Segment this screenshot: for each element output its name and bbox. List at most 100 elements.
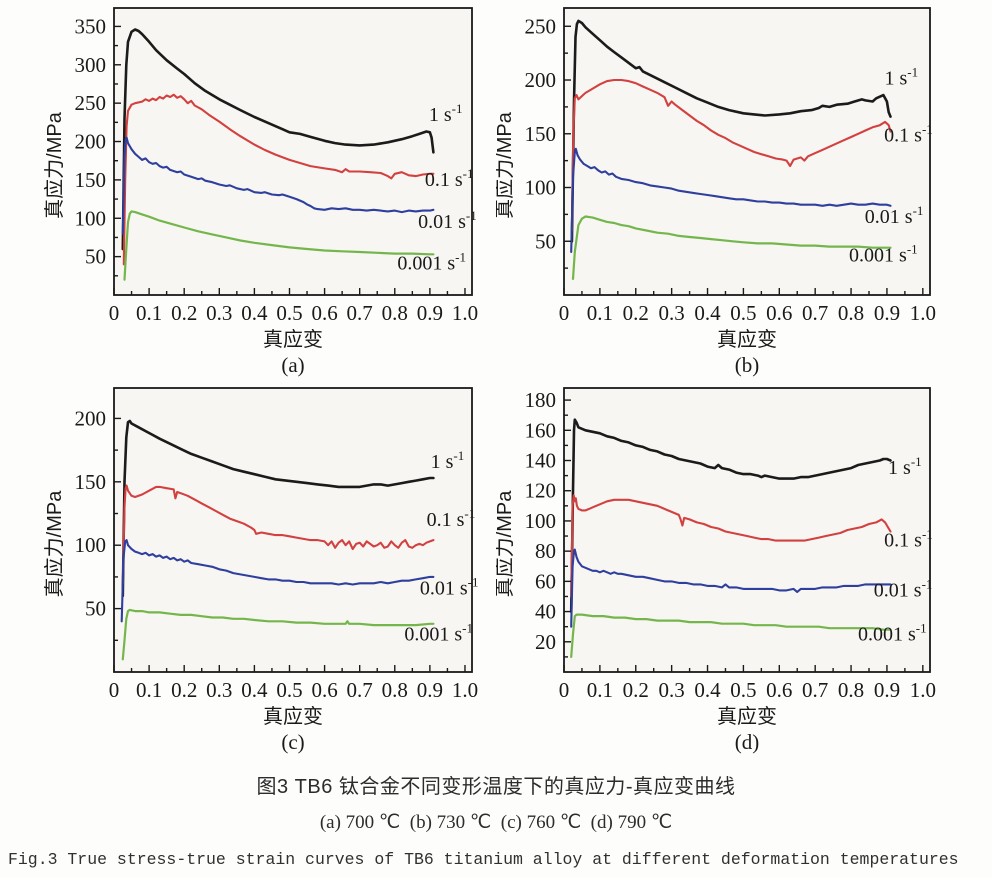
series-label-sup: -1 — [463, 166, 474, 181]
series-line-0.1 s-1 — [121, 484, 435, 585]
series-line-0.01 s-1 — [570, 548, 892, 628]
series-line-0.01 s-1 — [570, 147, 892, 254]
chart-grid: 0 0.1 0.2 0.3 0.4 0.5 0.6 0.7 0.8 0.9 1.0 50 100 150 2… — [0, 0, 992, 758]
x-tick-label: 1.0 — [452, 678, 478, 702]
x-tick-label: 0.1 — [136, 678, 162, 702]
y-tick-label: 250 — [75, 91, 107, 115]
series-label-sup: -1 — [911, 454, 922, 469]
series-label-sup: -1 — [452, 101, 463, 116]
x-tick-label: 0.8 — [382, 301, 408, 325]
y-tick-label: 100 — [75, 533, 107, 557]
y-tick-label: 250 — [525, 14, 557, 38]
y-axis-label: 真应力/MPa — [496, 111, 516, 219]
series-line-0.01 s-1 — [121, 136, 435, 235]
series-line-0.1 s-1 — [570, 78, 892, 232]
y-tick-label: 160 — [525, 418, 557, 442]
series-label-sup: -1 — [464, 506, 475, 521]
x-tick-label: 0.1 — [587, 301, 613, 325]
series-label-0.001 s-1: 0.001 s-1 — [404, 620, 473, 645]
x-tick-label: 0.5 — [276, 678, 302, 702]
chart-canvas-d: 0 0.1 0.2 0.3 0.4 0.5 0.6 0.7 0.8 0.9 1.0 20 40 60 80 1… — [493, 387, 936, 754]
chart-canvas-c: 0 0.1 0.2 0.3 0.4 0.5 0.6 0.7 0.8 0.9 1.0 50 100 150 2… — [43, 387, 479, 754]
subplot-a: 0 0.1 0.2 0.3 0.4 0.5 0.6 0.7 0.8 0.9 1.0 50 100 150 2… — [0, 0, 496, 378]
series-group — [570, 19, 892, 280]
series-group — [121, 28, 435, 281]
x-tick-label: 0.2 — [623, 301, 649, 325]
series-label-sup: -1 — [453, 448, 464, 463]
x-tick-label: 1.0 — [452, 301, 478, 325]
x-tick-label: 0.3 — [206, 678, 232, 702]
caption-english: Fig.3 True stress-true strain curves of … — [8, 850, 959, 869]
x-tick-label: 0.9 — [417, 678, 443, 702]
x-tick-label: 0.4 — [694, 678, 721, 702]
y-tick-label: 140 — [525, 449, 557, 473]
x-axis-label: 真应变 — [717, 705, 777, 728]
y-tick-label: 150 — [75, 470, 107, 494]
y-tick-label: 50 — [85, 597, 106, 621]
series-line-0.1 s-1 — [122, 93, 435, 266]
x-tick-label: 0.7 — [802, 678, 828, 702]
x-tick-label: 0.5 — [276, 301, 302, 325]
y-tick-label: 60 — [535, 569, 556, 593]
x-tick-label: 0.1 — [587, 678, 613, 702]
series-label-0.001 s-1: 0.001 s-1 — [397, 250, 466, 275]
y-tick-label: 80 — [535, 539, 556, 563]
x-tick-label: 0 — [559, 678, 570, 702]
series-label-sup: -1 — [922, 576, 933, 591]
y-tick-label: 180 — [525, 388, 557, 412]
x-tick-label: 0.8 — [838, 301, 864, 325]
panel-label: (c) — [281, 730, 304, 754]
x-axis-label: 真应变 — [263, 328, 323, 351]
series-line-0.001 s-1 — [123, 210, 435, 281]
series-group — [569, 418, 892, 658]
y-axis-label: 真应力/MPa — [496, 490, 516, 598]
y-tick-label: 50 — [535, 229, 556, 253]
series-line-1 s-1 — [121, 28, 435, 251]
x-axis-label: 真应变 — [263, 705, 323, 728]
x-tick-label: 0.5 — [730, 678, 756, 702]
x-tick-label: 0.2 — [171, 678, 197, 702]
y-tick-label: 100 — [75, 206, 107, 230]
panel-label: (a) — [281, 353, 304, 377]
series-label-sup: -1 — [466, 208, 477, 223]
x-tick-label: 1.0 — [910, 678, 936, 702]
series-line-1 s-1 — [570, 19, 892, 243]
series-label-sup: -1 — [462, 620, 473, 635]
x-tick-label: 0.3 — [659, 678, 685, 702]
series-label-sup: -1 — [907, 64, 918, 79]
series-line-0.001 s-1 — [570, 613, 892, 658]
x-tick-label: 0.8 — [382, 678, 408, 702]
subplot-b: 0 0.1 0.2 0.3 0.4 0.5 0.6 0.7 0.8 0.9 1.0 50 100 150 2… — [493, 0, 992, 378]
x-tick-label: 0.3 — [659, 301, 685, 325]
series-label-sup: -1 — [916, 620, 927, 635]
x-tick-label: 0.8 — [838, 678, 864, 702]
y-axis-label: 真应力/MPa — [43, 111, 66, 219]
caption-panel-temperatures: (a) 700 ℃ (b) 730 ℃ (c) 760 ℃ (d) 790 ℃ — [319, 812, 673, 833]
x-tick-label: 0.1 — [136, 301, 162, 325]
x-tick-label: 0.7 — [802, 301, 828, 325]
x-tick-label: 0 — [109, 678, 120, 702]
y-axis-label: 真应力/MPa — [43, 490, 66, 598]
series-line-0.1 s-1 — [570, 494, 892, 598]
x-tick-label: 0 — [109, 301, 120, 325]
subplot-d: 0 0.1 0.2 0.3 0.4 0.5 0.6 0.7 0.8 0.9 1.0 20 40 60 80 1… — [493, 380, 992, 758]
x-tick-label: 0.4 — [241, 678, 268, 702]
y-tick-label: 200 — [525, 68, 557, 92]
x-tick-label: 0.6 — [311, 678, 337, 702]
series-label-sup: -1 — [922, 121, 933, 136]
axis-frame — [563, 387, 931, 673]
axis-frame — [113, 7, 473, 296]
series-line-0.001 s-1 — [121, 608, 435, 661]
x-tick-label: 0.3 — [206, 301, 232, 325]
chart-canvas-b: 0 0.1 0.2 0.3 0.4 0.5 0.6 0.7 0.8 0.9 1.0 50 100 150 2… — [493, 7, 936, 377]
axis-frame — [113, 387, 473, 673]
y-tick-label: 100 — [525, 176, 557, 200]
y-tick-label: 40 — [535, 600, 556, 624]
y-tick-label: 300 — [75, 53, 107, 77]
x-tick-label: 0.9 — [874, 678, 900, 702]
axis-frame — [563, 7, 931, 296]
series-label-sup: -1 — [913, 203, 924, 218]
x-tick-label: 0.6 — [766, 301, 792, 325]
series-line-1 s-1 — [569, 418, 892, 613]
